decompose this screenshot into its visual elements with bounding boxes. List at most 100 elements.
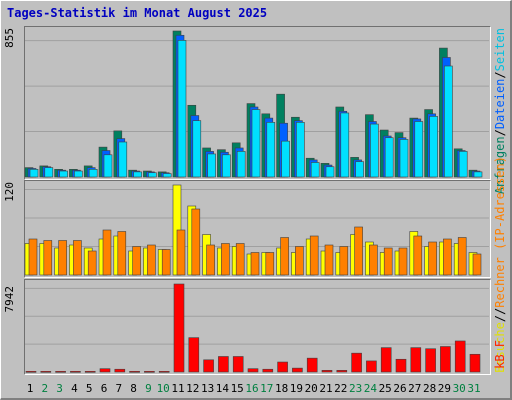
- bar-requests-s2-day-19: [296, 122, 305, 178]
- bar-visits-s1-day-11: [176, 229, 186, 276]
- day-label-26: 26: [393, 382, 407, 395]
- bar-visits-s1-day-26: [398, 247, 408, 276]
- day-label-7: 7: [115, 382, 123, 395]
- bar-kbytes-s0-day-31: [469, 353, 481, 373]
- bar-kbytes-s0-day-4: [70, 371, 81, 373]
- bar-kbytes-s0-day-15: [232, 356, 244, 373]
- bar-requests-s2-day-24: [370, 123, 379, 178]
- bar-visits-s1-day-12: [191, 208, 201, 276]
- bar-kbytes-s0-day-8: [129, 371, 140, 373]
- bar-requests-s2-day-23: [355, 161, 364, 178]
- bar-visits-s1-day-18: [280, 237, 289, 276]
- day-label-8: 8: [130, 382, 137, 395]
- bar-visits-s1-day-29: [443, 238, 452, 276]
- bar-visits-s1-day-19: [295, 246, 304, 276]
- bar-kbytes-s0-day-14: [218, 356, 229, 373]
- day-label-1: 1: [26, 382, 34, 395]
- day-label-22: 22: [334, 382, 348, 395]
- bar-kbytes-s0-day-17: [262, 368, 274, 373]
- bar-visits-s1-day-1: [28, 238, 38, 276]
- bar-requests-s2-day-13: [207, 153, 216, 178]
- bar-kbytes-s0-day-16: [247, 368, 259, 373]
- day-label-15: 15: [230, 382, 244, 395]
- bar-kbytes-s0-day-11: [173, 283, 185, 373]
- day-label-27: 27: [408, 382, 422, 395]
- day-label-28: 28: [422, 382, 437, 395]
- bar-kbytes-s0-day-25: [380, 347, 392, 373]
- bar-visits-s1-day-13: [206, 244, 215, 276]
- day-label-18: 18: [274, 382, 289, 395]
- bar-kbytes-s0-day-3: [55, 371, 66, 373]
- bar-requests-s2-day-3: [59, 170, 68, 178]
- bar-visits-s1-day-25: [383, 247, 393, 276]
- day-label-29: 29: [437, 382, 452, 395]
- day-label-3: 3: [56, 382, 63, 395]
- bar-visits-s1-day-3: [58, 240, 67, 276]
- day-label-14: 14: [215, 382, 230, 395]
- day-label-2: 2: [41, 382, 49, 395]
- bar-kbytes-s0-day-23: [351, 352, 362, 373]
- bar-visits-s1-day-5: [87, 250, 97, 276]
- bar-requests-s2-day-15: [236, 151, 246, 178]
- bar-visits-s1-day-6: [102, 229, 112, 276]
- bar-kbytes-s0-day-27: [410, 347, 422, 373]
- bar-kbytes-s0-day-5: [84, 371, 96, 373]
- bar-requests-s2-day-27: [414, 121, 424, 178]
- bar-requests-s2-day-12: [192, 120, 202, 178]
- bar-kbytes-s0-day-22: [336, 370, 348, 373]
- bar-visits-s1-day-27: [413, 235, 423, 276]
- bar-visits-s1-day-30: [457, 237, 467, 276]
- bar-kbytes-s0-day-28: [425, 348, 436, 373]
- bar-visits-s1-day-28: [428, 241, 437, 276]
- bar-requests-s2-day-1: [29, 169, 39, 178]
- bar-requests-s2-day-26: [399, 139, 409, 178]
- bar-visits-s1-day-22: [339, 246, 349, 276]
- bar-requests-s2-day-7: [118, 141, 128, 178]
- bar-requests-s2-day-5: [88, 169, 98, 178]
- bar-kbytes-s0-day-26: [395, 358, 407, 373]
- bar-requests-s2-day-17: [266, 122, 276, 178]
- day-label-16: 16: [245, 382, 259, 395]
- day-label-10: 10: [156, 382, 170, 395]
- bar-requests-s2-day-2: [44, 167, 54, 178]
- day-label-5: 5: [85, 382, 93, 395]
- bar-visits-s1-day-14: [221, 243, 230, 276]
- bar-requests-s2-day-22: [340, 112, 350, 178]
- bar-kbytes-s0-day-29: [440, 346, 451, 373]
- bar-requests-s2-day-20: [310, 162, 320, 178]
- day-label-11: 11: [171, 382, 185, 395]
- day-label-21: 21: [319, 382, 333, 395]
- bar-visits-s1-day-8: [132, 246, 141, 276]
- bar-kbytes-s0-day-19: [292, 367, 303, 373]
- chart-title: Tages-Statistik im Monat August 2025: [7, 6, 268, 20]
- bar-requests-s2-day-31: [473, 171, 483, 178]
- day-label-17: 17: [260, 382, 274, 395]
- bar-kbytes-s0-day-7: [114, 368, 126, 373]
- bar-requests-s2-day-30: [458, 151, 468, 178]
- bar-kbytes-s0-day-18: [277, 361, 288, 373]
- bar-requests-s2-day-4: [74, 170, 83, 178]
- bar-kbytes-s0-day-9: [144, 371, 155, 373]
- bar-kbytes-s0-day-20: [306, 357, 318, 373]
- bar-kbytes-s0-day-6: [99, 368, 111, 373]
- day-label-24: 24: [363, 382, 378, 395]
- bar-visits-s1-day-10: [161, 249, 171, 276]
- bar-requests-s2-day-28: [429, 116, 438, 178]
- bar-requests-s2-day-29: [444, 65, 453, 178]
- day-label-19: 19: [289, 382, 304, 395]
- bar-requests-s2-day-9: [148, 172, 157, 178]
- day-label-12: 12: [186, 382, 200, 395]
- day-label-20: 20: [304, 382, 318, 395]
- bar-requests-s2-day-11: [177, 40, 187, 178]
- bar-visits-s1-day-15: [235, 243, 245, 276]
- bar-visits-s1-day-21: [324, 244, 334, 276]
- bar-requests-s2-day-14: [222, 154, 231, 178]
- bar-kbytes-s0-day-24: [366, 360, 377, 373]
- day-label-9: 9: [145, 382, 152, 395]
- bar-requests-s2-day-25: [384, 137, 394, 178]
- bar-kbytes-s0-day-1: [25, 371, 37, 373]
- day-label-31: 31: [467, 382, 481, 395]
- day-label-25: 25: [378, 382, 392, 395]
